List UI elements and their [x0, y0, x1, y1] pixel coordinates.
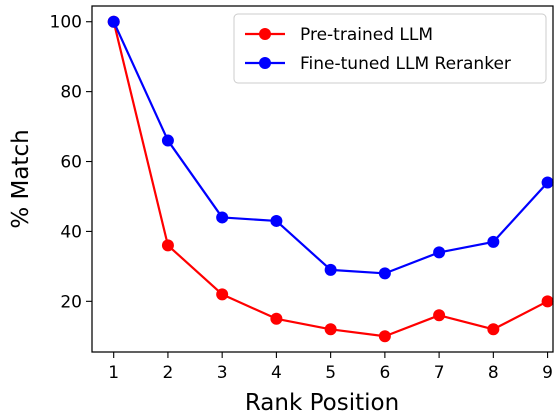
data-point [541, 176, 554, 189]
data-point [378, 267, 391, 280]
legend-label-pretrained: Pre-trained LLM [300, 25, 433, 45]
legend-marker-finetuned [259, 57, 271, 69]
y-tick-label: 20 [60, 292, 82, 312]
plot-frame [91, 5, 554, 353]
legend-box [233, 13, 547, 84]
y-tick-label: 40 [60, 222, 82, 242]
x-tick-label: 5 [325, 363, 336, 383]
data-point [161, 239, 174, 252]
series-layer [107, 15, 554, 343]
data-point [324, 323, 337, 336]
x-tick-label: 1 [108, 363, 119, 383]
data-point [161, 134, 174, 147]
x-tick-label: 2 [163, 363, 174, 383]
data-point [216, 288, 229, 301]
x-axis: 1 2 3 4 5 6 7 8 9 [108, 352, 553, 383]
y-tick-label: 100 [50, 13, 82, 33]
y-axis-title: % Match [8, 129, 34, 228]
data-point [270, 312, 283, 325]
x-tick-label: 7 [434, 363, 445, 383]
data-point [487, 235, 500, 248]
x-tick-label: 6 [379, 363, 390, 383]
data-point [270, 214, 283, 227]
data-point [433, 246, 446, 259]
y-tick-label: 80 [60, 83, 82, 103]
data-point [487, 323, 500, 336]
x-axis-title: Rank Position [245, 390, 399, 416]
x-tick-label: 8 [488, 363, 499, 383]
legend: Pre-trained LLM Fine-tuned LLM Reranker [233, 13, 547, 84]
legend-label-finetuned: Fine-tuned LLM Reranker [300, 54, 511, 74]
x-tick-label: 9 [542, 363, 553, 383]
x-tick-label: 4 [271, 363, 282, 383]
y-axis: 20 40 60 80 100 [50, 13, 92, 312]
data-point [216, 211, 229, 224]
x-tick-label: 3 [217, 363, 228, 383]
legend-marker-pretrained [259, 28, 271, 40]
y-tick-label: 60 [60, 153, 82, 173]
data-point [378, 330, 391, 343]
data-point [324, 263, 337, 276]
data-point [541, 295, 554, 308]
data-point [107, 15, 120, 28]
data-point [433, 309, 446, 322]
